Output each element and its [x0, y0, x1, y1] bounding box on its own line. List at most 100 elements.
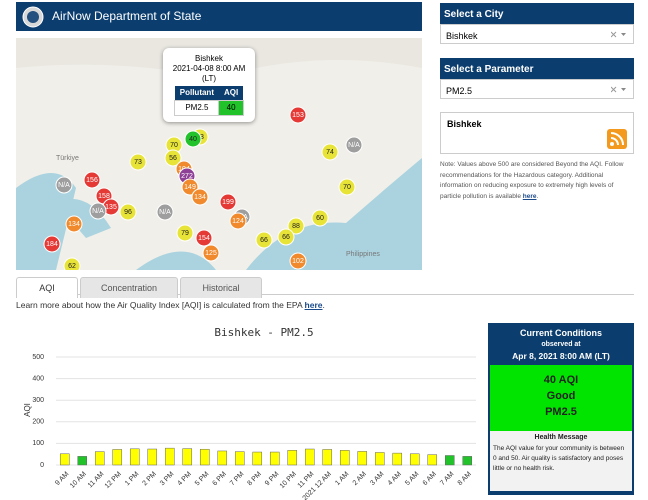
marker-label: 153: [292, 112, 304, 119]
map-marker[interactable]: [287, 217, 305, 235]
x-tick-label: 8 AM: [457, 471, 473, 487]
tab[interactable]: Concentration: [80, 277, 178, 298]
tab[interactable]: Historical: [180, 277, 262, 298]
map-marker[interactable]: [156, 203, 174, 221]
x-tick-label: 12 PM: [104, 471, 123, 490]
seal: [22, 6, 44, 28]
map-marker[interactable]: [289, 106, 307, 124]
panel-header: Select a City: [440, 3, 634, 24]
param-select[interactable]: PM2.5: [440, 79, 634, 99]
map-marker[interactable]: [164, 149, 182, 167]
select-icons: [611, 86, 626, 93]
app-title: AirNow Department of State: [52, 9, 202, 23]
current-title: Current Conditions: [520, 328, 602, 338]
x-tick-label: 5 PM: [194, 471, 211, 488]
map-marker[interactable]: [255, 231, 273, 249]
x-tick-label: 3 AM: [369, 471, 385, 487]
aqi-pollutant: PM2.5: [545, 406, 577, 418]
map-marker[interactable]: [289, 252, 307, 270]
map-marker[interactable]: [219, 193, 237, 211]
marker-label: 149: [184, 184, 196, 191]
learn-text: .: [322, 300, 325, 310]
map-marker[interactable]: [321, 143, 339, 161]
popup-city: Bishkek: [194, 54, 223, 63]
city-select[interactable]: Bishkek: [440, 24, 634, 44]
x-tick-label: 6 AM: [422, 471, 438, 487]
map-marker[interactable]: [338, 178, 356, 196]
map-label: Philippines: [346, 251, 380, 258]
marker-label: 134: [68, 221, 80, 228]
tab[interactable]: AQI: [16, 277, 78, 298]
map-marker[interactable]: [202, 244, 220, 262]
x-tick-label: 5 AM: [404, 471, 420, 487]
map-marker[interactable]: [277, 228, 295, 246]
chart-title: Bishkek - PM2.5: [214, 326, 313, 339]
marker-label: 62: [68, 263, 76, 270]
marker-label: 88: [292, 223, 300, 230]
map-marker[interactable]: [195, 229, 213, 247]
map-marker[interactable]: [311, 209, 329, 227]
map-marker[interactable]: [176, 224, 194, 242]
marker-label: 124: [232, 218, 244, 225]
bar: [147, 448, 157, 466]
map-marker[interactable]: [119, 203, 137, 221]
aqi-value: 40 AQI: [543, 374, 579, 386]
marker-label: N/A: [348, 142, 360, 149]
x-tick-label: 2 PM: [141, 471, 158, 488]
x-tick-label: 11 AM: [87, 471, 106, 490]
map-marker[interactable]: [129, 153, 147, 171]
popup-table: Pollutant AQI PM2.5 40: [174, 86, 244, 116]
bar: [357, 451, 367, 466]
map-marker[interactable]: [345, 136, 363, 154]
map-marker[interactable]: [229, 212, 247, 230]
health-msg: The AQI value for your community is betw…: [493, 445, 625, 472]
learn-link[interactable]: here: [304, 300, 323, 310]
bar: [305, 448, 315, 466]
map-marker[interactable]: [184, 130, 202, 148]
y-tick-label: 400: [32, 375, 44, 382]
x-tick-label: 3 PM: [159, 471, 176, 488]
bar: [95, 451, 105, 466]
note-link[interactable]: here: [522, 192, 537, 200]
rss-icon[interactable]: [607, 129, 627, 149]
map-marker[interactable]: [83, 171, 101, 189]
popup-zone: (LT): [201, 74, 217, 83]
marker-label: 74: [326, 149, 334, 156]
marker-label: 184: [46, 241, 58, 248]
water: [16, 173, 76, 270]
health-title: Health Message: [534, 434, 588, 441]
aqi-category: Good: [546, 390, 576, 402]
y-tick-label: 300: [32, 397, 44, 404]
bar: [462, 456, 472, 466]
marker-label: 156: [86, 177, 98, 184]
map-marker[interactable]: [43, 235, 61, 253]
marker-label: N/A: [92, 208, 104, 215]
x-tick-label: 1 AM: [334, 471, 350, 487]
map-marker[interactable]: [191, 188, 209, 206]
bar: [427, 454, 437, 466]
marker-label: 40: [189, 136, 197, 143]
x-tick-label: 7 PM: [229, 471, 246, 488]
health-box: Health Message The AQI value for your co…: [490, 431, 632, 491]
app-header: AirNow Department of State: [16, 2, 422, 31]
map-marker[interactable]: [65, 215, 83, 233]
marker-label: 66: [282, 234, 290, 241]
map-marker[interactable]: [89, 202, 107, 220]
current-panel: Current Conditions observed at Apr 8, 20…: [488, 323, 634, 495]
y-tick-label: 100: [32, 440, 44, 447]
map-marker[interactable]: [55, 176, 73, 194]
map-marker[interactable]: [63, 257, 81, 270]
feed-title: Bishkek: [447, 119, 482, 129]
x-tick-label: 10 PM: [279, 471, 298, 490]
x-tick-label: 1 PM: [124, 471, 141, 488]
bar: [112, 449, 122, 466]
marker-label: 70: [170, 142, 178, 149]
map-label: Türkiye: [56, 155, 79, 162]
marker-label: 79: [181, 230, 189, 237]
th: Pollutant: [179, 88, 214, 97]
bar: [252, 451, 262, 466]
marker-label: 96: [124, 209, 132, 216]
marker-label: 272: [181, 173, 193, 180]
